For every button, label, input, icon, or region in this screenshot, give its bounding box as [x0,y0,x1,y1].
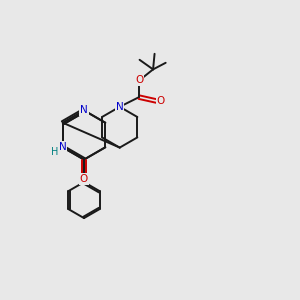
Text: N: N [59,142,67,152]
Text: O: O [135,75,143,85]
Text: H: H [51,147,58,157]
Text: N: N [80,105,88,116]
Text: O: O [156,96,165,106]
Text: N: N [116,102,124,112]
Text: O: O [80,174,88,184]
